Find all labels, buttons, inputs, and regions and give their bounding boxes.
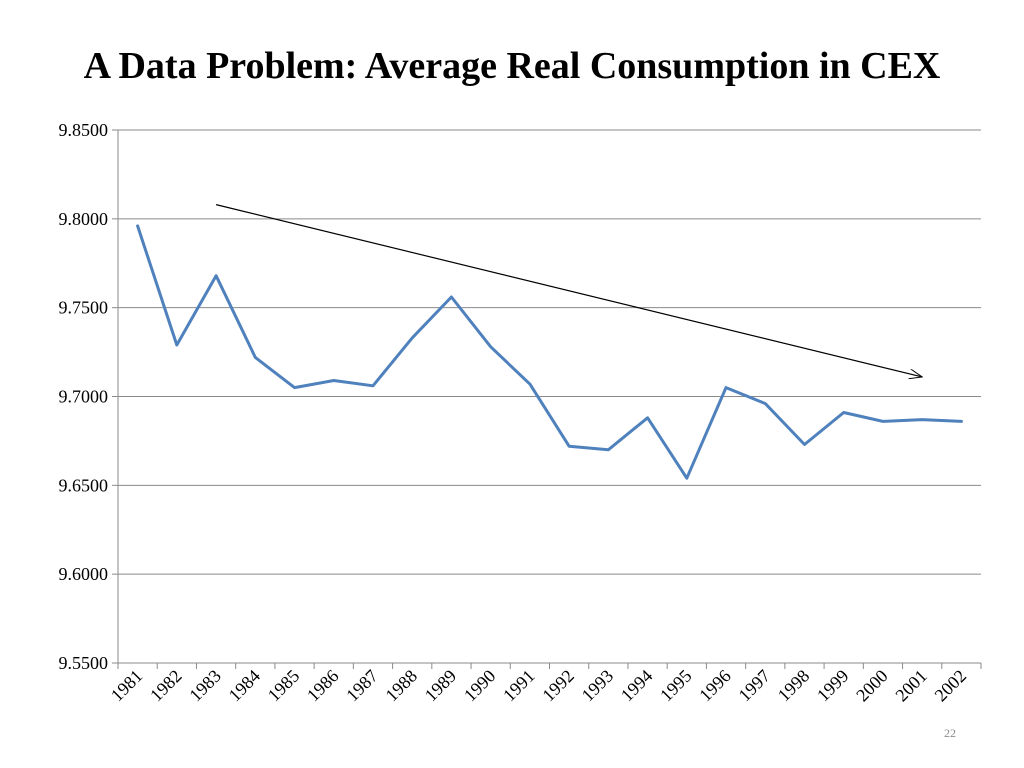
x-tick-label: 2001	[891, 666, 931, 706]
x-tick-label: 1997	[734, 666, 774, 706]
tick-labels: 9.5500 9.6000 9.6500 9.7000 9.7500 9.8000 9.85…	[59, 120, 971, 705]
gridlines	[118, 129, 981, 575]
x-tick-label: 1999	[813, 666, 853, 706]
x-tick-label: 1984	[225, 666, 265, 706]
trend-arrow	[215, 204, 922, 377]
x-tick-label: 1987	[342, 666, 382, 706]
y-tick-label: 9.6000	[59, 564, 109, 584]
x-tick-label: 1995	[656, 666, 696, 706]
y-tick-label: 9.7500	[59, 298, 109, 318]
x-tick-label: 1981	[107, 666, 147, 706]
y-tick-label: 9.8500	[59, 120, 109, 140]
x-tick-label: 1996	[695, 666, 735, 706]
slide-title: A Data Problem: Average Real Consumption…	[83, 45, 941, 87]
x-tick-label: 1992	[538, 666, 578, 706]
axes	[112, 129, 982, 669]
x-tick-label: 1993	[578, 666, 618, 706]
x-tick-label: 1994	[617, 666, 657, 706]
x-tick-label: 1988	[381, 666, 421, 706]
series-line	[136, 224, 963, 480]
annotations	[215, 204, 922, 377]
x-tick-label: 2000	[852, 666, 892, 706]
y-tick-label: 9.6500	[59, 475, 109, 495]
y-tick-label: 9.7000	[59, 387, 109, 407]
x-tick-label: 1983	[185, 666, 225, 706]
x-tick-label: 1991	[499, 666, 539, 706]
x-tick-label: 1986	[303, 666, 343, 706]
series-layer	[136, 224, 963, 480]
x-tick-label: 1982	[146, 666, 186, 706]
slide-number: 22	[944, 726, 956, 740]
y-tick-label: 9.5500	[59, 653, 109, 673]
x-tick-label: 1990	[460, 666, 500, 706]
x-tick-label: 1998	[774, 666, 814, 706]
x-tick-label: 1985	[264, 666, 304, 706]
x-tick-label: 1989	[421, 666, 461, 706]
x-tick-label: 2002	[931, 666, 971, 706]
y-tick-label: 9.8000	[59, 209, 109, 229]
